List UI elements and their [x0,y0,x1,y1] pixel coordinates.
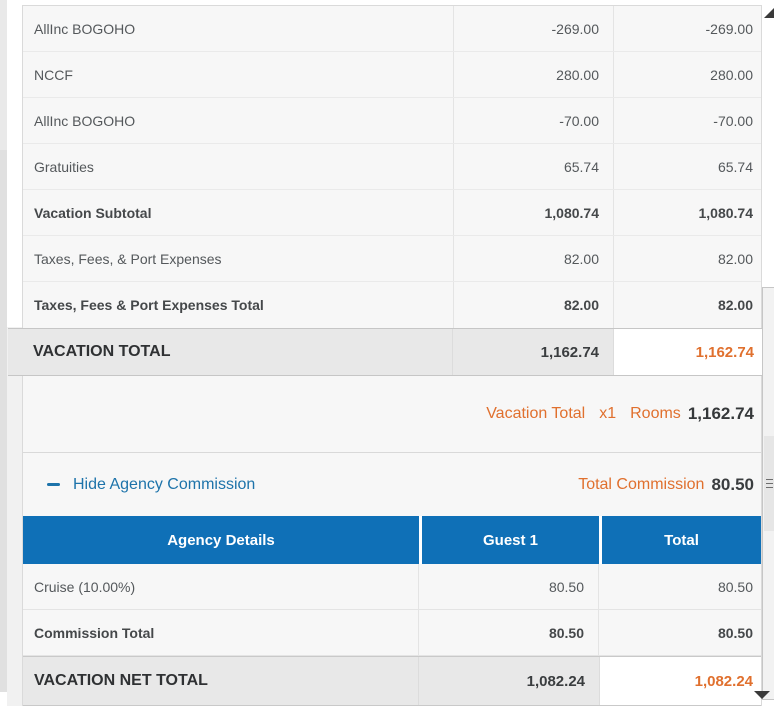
row-label: Cruise (10.00%) [23,564,419,609]
hide-agency-commission-label: Hide Agency Commission [73,475,256,493]
total-commission-value: 80.50 [711,474,754,494]
total-value: 80.50 [717,578,753,595]
row-label: AllInc BOGOHO [23,6,454,51]
table-row-subtotal: Vacation Subtotal 1,080.74 1,080.74 [23,190,761,236]
guest1-value: 82.00 [454,236,614,281]
rooms-summary-line: Vacation Total x1 Rooms 1,162.74 [23,376,761,453]
rooms-total-value: 1,162.74 [687,404,754,423]
total-value: 1,082.24 [599,657,761,705]
header-divider [419,516,422,564]
total-value: 82.00 [717,250,753,267]
table-row: AllInc BOGOHO -70.00 -70.00 [23,98,761,144]
scroll-up-arrow-icon[interactable] [764,8,774,18]
total-value: -269.00 [705,20,753,37]
table-row-commission-total: Commission Total 80.50 80.50 [23,610,761,656]
table-row: Gratuities 65.74 65.74 [23,144,761,190]
vacation-total-row: VACATION TOTAL 1,162.74 1,162.74 [8,328,762,376]
total-value: 280.00 [710,66,753,83]
guest1-value: 1,082.24 [526,672,585,690]
guest1-value: 80.50 [419,564,599,609]
commission-table: Agency Details Guest 1 Total Cruise (10.… [23,516,761,706]
table-row-taxes-total: Taxes, Fees & Port Expenses Total 82.00 … [23,282,761,328]
scroll-down-arrow-icon[interactable] [754,691,770,699]
total-commission: Total Commission 80.50 [578,475,761,495]
commission-table-header: Agency Details Guest 1 Total [23,516,761,564]
page-edge-strip-lower [0,150,7,692]
header-divider [599,516,602,564]
table-row: Taxes, Fees, & Port Expenses 82.00 82.00 [23,236,761,282]
row-label: AllInc BOGOHO [23,98,454,143]
total-value: 80.50 [717,624,753,641]
total-value: 65.74 [717,158,753,175]
guest1-value: 65.74 [454,144,614,189]
rooms-label: Rooms [630,405,681,422]
hide-agency-commission-link[interactable]: Hide Agency Commission [23,476,255,494]
row-label: NCCF [23,52,454,97]
rooms-multiplier: x1 [599,405,617,422]
table-row: NCCF 280.00 280.00 [23,52,761,98]
minus-icon [47,483,60,486]
commission-toggle-row: Hide Agency Commission Total Commission … [23,453,761,516]
row-label: Vacation Subtotal [23,190,454,235]
table-row: Cruise (10.00%) 80.50 80.50 [23,564,761,610]
total-value: 82.00 [717,297,753,313]
guest1-value: 82.00 [454,282,614,328]
vacation-net-total-label: VACATION NET TOTAL [23,657,419,705]
total-commission-label: Total Commission [578,475,705,493]
total-value: 1,162.74 [613,329,762,375]
guest1-value: 1,080.74 [454,190,614,235]
vertical-scrollbar[interactable] [762,287,774,700]
row-label: Gratuities [23,144,454,189]
guest1-value: 280.00 [454,52,614,97]
total-value: 1,080.74 [698,204,754,221]
pricing-table: AllInc BOGOHO -269.00 -269.00 NCCF 280.0… [23,6,761,328]
column-header-guest-1: Guest 1 [422,516,599,564]
table-row: AllInc BOGOHO -269.00 -269.00 [23,6,761,52]
row-label: Taxes, Fees & Port Expenses Total [23,282,454,328]
guest1-value: -70.00 [454,98,614,143]
guest1-value: -269.00 [454,6,614,51]
total-value: -70.00 [713,112,753,129]
vacation-net-total-row: VACATION NET TOTAL 1,082.24 1,082.24 [23,656,761,706]
guest1-value: 1,162.74 [540,343,599,361]
scrollbar-grip-icon [766,479,773,488]
row-label: Commission Total [23,610,419,655]
rooms-summary-label: Vacation Total [486,405,586,422]
page-edge-strip [0,0,7,692]
column-header-agency-details: Agency Details [23,516,419,564]
vacation-total-label: VACATION TOTAL [8,329,453,375]
scrollbar-thumb[interactable] [764,436,774,531]
column-header-total: Total [602,516,761,564]
row-label: Taxes, Fees, & Port Expenses [23,236,454,281]
guest1-value: 80.50 [419,610,599,655]
